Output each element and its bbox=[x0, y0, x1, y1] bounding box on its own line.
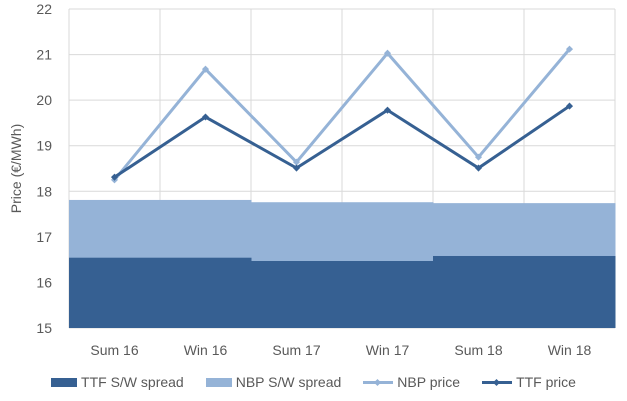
data-marker bbox=[565, 102, 574, 110]
data-marker bbox=[383, 106, 392, 114]
data-marker bbox=[201, 113, 210, 121]
legend-item-nbp-price: NBP price bbox=[363, 374, 460, 390]
y-tick-label: 20 bbox=[36, 92, 52, 108]
legend-swatch-nbp-spread-icon bbox=[205, 377, 232, 387]
y-tick-label: 19 bbox=[36, 138, 52, 154]
legend-label: NBP price bbox=[397, 374, 461, 390]
x-tick-label: Sum 16 bbox=[90, 342, 138, 358]
y-tick-label: 17 bbox=[36, 229, 52, 245]
legend-label: TTF S/W spread bbox=[81, 374, 184, 390]
spread-bar-ttf bbox=[251, 261, 434, 328]
y-tick-label: 15 bbox=[36, 320, 52, 336]
legend-item-ttf-spread: TTF S/W spread bbox=[51, 374, 184, 390]
data-marker bbox=[110, 173, 119, 181]
y-axis-title: Price (€/MWh) bbox=[8, 124, 24, 213]
spread-bar-ttf bbox=[433, 255, 616, 328]
y-tick-label: 16 bbox=[36, 274, 52, 290]
legend-line-ttf-price-icon bbox=[482, 380, 513, 384]
legend-item-ttf-price: TTF price bbox=[482, 374, 576, 390]
plot-area: 15 16 17 18 19 20 21 22 Sum 16 Win 16 Sum 17 Win 17… bbox=[8, 1, 616, 358]
legend-item-nbp-spread: NBP S/W spread bbox=[205, 374, 342, 390]
data-marker bbox=[292, 158, 301, 166]
data-marker bbox=[474, 164, 483, 172]
legend-label: NBP S/W spread bbox=[235, 374, 342, 390]
data-marker bbox=[383, 49, 392, 57]
legend-line-nbp-price-icon bbox=[363, 380, 394, 384]
data-marker bbox=[565, 45, 574, 53]
data-marker bbox=[474, 153, 483, 161]
data-marker bbox=[292, 164, 301, 172]
x-tick-label: Sum 18 bbox=[454, 342, 502, 358]
y-tick-label: 22 bbox=[36, 1, 52, 17]
x-tick-label: Win 17 bbox=[366, 342, 410, 358]
x-tick-label: Sum 17 bbox=[272, 342, 320, 358]
legend: TTF S/W spread NBP S/W spread NBP price … bbox=[0, 370, 627, 394]
data-marker bbox=[201, 65, 210, 73]
y-tick-label: 18 bbox=[36, 183, 52, 199]
y-tick-label: 21 bbox=[36, 47, 52, 63]
legend-swatch-ttf-spread-icon bbox=[51, 377, 78, 387]
line-nbp-price bbox=[113, 48, 571, 181]
spread-bar-ttf bbox=[69, 257, 252, 328]
line-ttf-price bbox=[113, 104, 571, 179]
legend-label: TTF price bbox=[516, 374, 576, 390]
x-tick-label: Win 18 bbox=[548, 342, 592, 358]
x-tick-label: Win 16 bbox=[184, 342, 228, 358]
